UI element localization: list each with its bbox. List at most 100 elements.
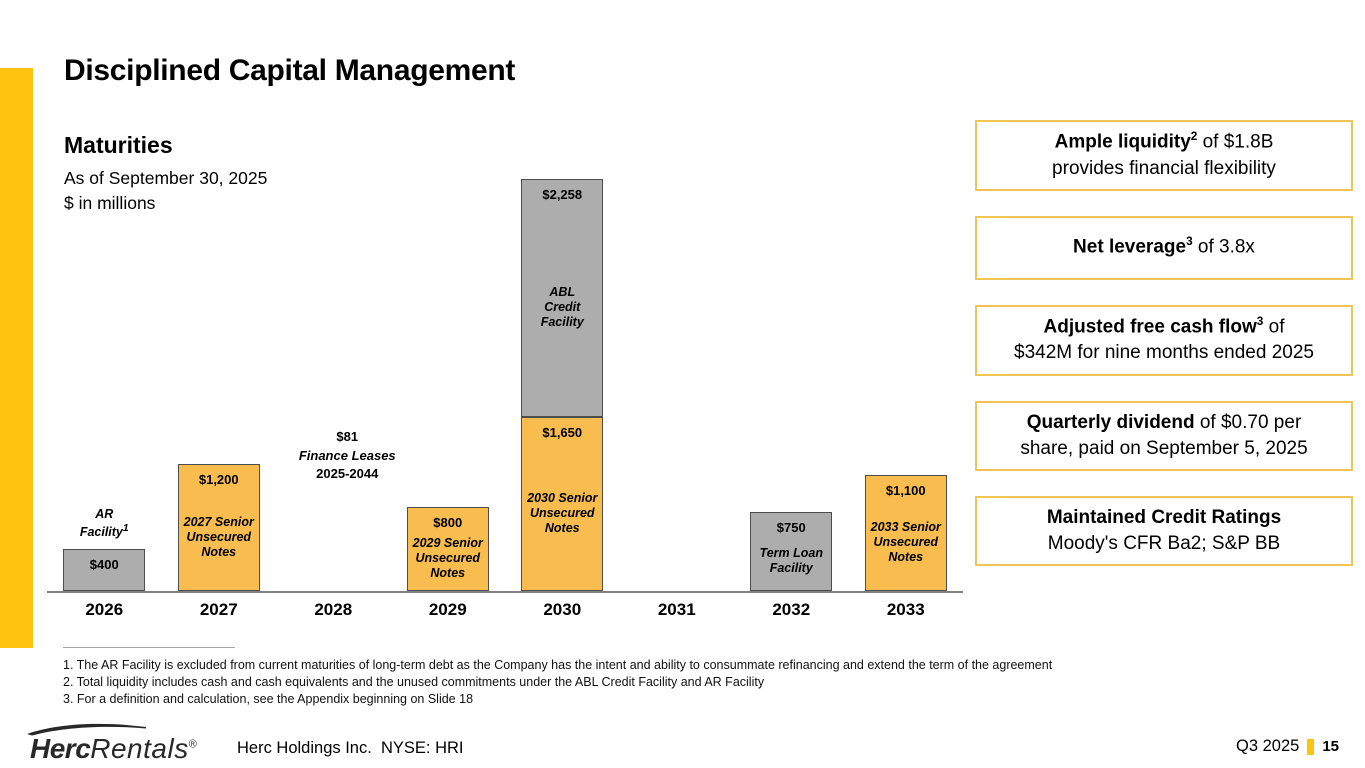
chart-column-2033: $1,100 2033 Senior Unsecured Notes bbox=[849, 178, 964, 591]
callout-text: Adjusted free cash flow3 of $342M for nin… bbox=[1014, 314, 1314, 367]
bar-name-label: Term Loan Facility bbox=[751, 535, 831, 590]
logo-text: HercRentals® bbox=[30, 733, 197, 765]
chart-title: Maturities bbox=[64, 132, 173, 158]
bar-name-line: Facility1 bbox=[79, 523, 129, 540]
bar-name-line: AR bbox=[95, 506, 114, 521]
year-label-2032: 2032 bbox=[772, 600, 811, 619]
callout-text: Maintained Credit Ratings Moody's CFR Ba2… bbox=[1047, 505, 1281, 557]
footnotes: 1. The AR Facility is excluded from curr… bbox=[63, 657, 1052, 707]
period-label: Q3 2025 bbox=[1236, 737, 1300, 755]
bar-name-label: 2029 Senior Unsecured Notes bbox=[408, 530, 488, 590]
page-number: 15 bbox=[1322, 738, 1339, 755]
bar-name-line: 2027 Senior bbox=[183, 514, 254, 529]
bar-name-line: 2029 Senior bbox=[412, 536, 483, 550]
callout-box-5: Maintained Credit Ratings Moody's CFR Ba2… bbox=[975, 495, 1353, 567]
bar-segment-2030: $2,258 ABL Credit Facility bbox=[521, 179, 604, 417]
callout-box-1: Ample liquidity2 of $1.8B provides financ… bbox=[975, 120, 1353, 191]
year-label-2030: 2030 bbox=[543, 600, 582, 619]
page-tick-icon bbox=[1307, 738, 1315, 755]
bar-name-line: 2033 Senior bbox=[870, 520, 941, 534]
callout-segment: Net leverage bbox=[1073, 236, 1187, 258]
year-label-2033: 2033 bbox=[886, 600, 925, 619]
bar-segment-2030: $1,650 2030 Senior Unsecured Notes bbox=[521, 417, 604, 591]
chart-as-of-date: As of September 30, 2025 bbox=[64, 168, 268, 188]
bar-value-label: $1,200 bbox=[198, 472, 239, 487]
footnote-divider bbox=[63, 647, 235, 648]
chart-column-2030: $1,650 2030 Senior Unsecured Notes $2,258 ABL… bbox=[505, 178, 620, 591]
bar-value-label: $1,100 bbox=[885, 483, 926, 498]
bar-2030: $1,650 2030 Senior Unsecured Notes $2,258 ABL… bbox=[521, 179, 604, 591]
callout-segment: of 3.8x bbox=[1192, 236, 1255, 258]
logo-rentals: Rentals bbox=[90, 733, 189, 764]
annotation-line: Finance Leases bbox=[298, 447, 396, 463]
bar-segment-2029: $800 2029 Senior Unsecured Notes bbox=[406, 507, 489, 591]
chart-years: 2026 2027 2028 2029 2030 2031 2032 2033 bbox=[47, 593, 963, 620]
bar-name-line: Unsecured bbox=[873, 535, 939, 549]
chart-column-2028: $81 Finance Leases 2025-2044 bbox=[276, 178, 396, 591]
chart-header: Maturities As of September 30, 2025 $ in… bbox=[64, 132, 267, 215]
bar-name-line: Facility bbox=[540, 315, 584, 329]
page-marker: Q3 2025 15 bbox=[1236, 737, 1339, 756]
year-label-2029: 2029 bbox=[428, 600, 467, 619]
bar-name-line: Term Loan bbox=[759, 546, 823, 560]
bar-label-above: AR Facility1 bbox=[49, 507, 159, 541]
callout-text: Ample liquidity2 of $1.8B provides financ… bbox=[1052, 129, 1276, 182]
bar-name-line: Notes bbox=[544, 521, 580, 535]
chart-units-label: $ in millions bbox=[64, 192, 156, 213]
bar-value-label: $750 bbox=[776, 520, 806, 535]
bar-name-label: ABL Credit Facility bbox=[522, 202, 602, 416]
callout-segment: provides financial flexibility bbox=[1052, 157, 1276, 179]
callout-box-3: Adjusted free cash flow3 of $342M for nin… bbox=[975, 304, 1353, 376]
year-label-2027: 2027 bbox=[199, 600, 238, 619]
bar-value-label: $800 bbox=[433, 515, 463, 530]
year-label-2026: 2026 bbox=[85, 600, 124, 619]
bar-segment-2032: $750 Term Loan Facility bbox=[750, 512, 833, 591]
bar-name-line: Unsecured bbox=[529, 506, 595, 520]
maturities-chart: AR Facility1 $400 $1,200 2027 Senior Unsecure… bbox=[47, 178, 963, 620]
bar-name-line: Unsecured bbox=[186, 529, 252, 544]
bar-segment-2033: $1,100 2033 Senior Unsecured Notes bbox=[864, 475, 947, 591]
callout-segment: Adjusted free cash flow bbox=[1043, 316, 1257, 338]
bar-name-line: Notes bbox=[888, 550, 924, 564]
footnote-superscript: 1 bbox=[122, 523, 129, 535]
callout-segment: of $1.8B bbox=[1197, 131, 1274, 153]
year-label-2028: 2028 bbox=[314, 600, 353, 619]
bar-name-line: 2030 Senior bbox=[527, 491, 598, 505]
bar-value-label: $1,650 bbox=[542, 425, 583, 440]
callout-segment: Quarterly dividend bbox=[1026, 411, 1195, 433]
annotation-line: 2025-2044 bbox=[316, 465, 379, 481]
bar-2027: $1,200 2027 Senior Unsecured Notes bbox=[177, 464, 260, 591]
company-line: Herc Holdings Inc. NYSE: HRI bbox=[237, 739, 464, 757]
bar-value-label: $2,258 bbox=[542, 187, 583, 202]
callout-segment: $342M for nine months ended 2025 bbox=[1014, 342, 1314, 364]
bar-name-label: 2033 Senior Unsecured Notes bbox=[866, 498, 946, 590]
callout-segment: of bbox=[1263, 316, 1285, 338]
bar-2033: $1,100 2033 Senior Unsecured Notes bbox=[864, 475, 947, 591]
callout-text: Quarterly dividend of $0.70 per share, pa… bbox=[1020, 410, 1307, 462]
footnote-3: 3. For a definition and calculation, see… bbox=[63, 691, 474, 706]
chart-column-2032: $750 Term Loan Facility bbox=[734, 178, 849, 591]
chart-column-2029: $800 2029 Senior Unsecured Notes bbox=[391, 178, 506, 591]
callout-segment: of $0.70 per bbox=[1194, 411, 1302, 433]
logo-swoosh-icon bbox=[27, 723, 146, 736]
logo-herc: Herc bbox=[30, 733, 91, 764]
bar-segment-2027: $1,200 2027 Senior Unsecured Notes bbox=[177, 464, 260, 591]
year-label-2031: 2031 bbox=[657, 600, 696, 619]
chart-column-2027: $1,200 2027 Senior Unsecured Notes bbox=[162, 178, 277, 591]
herc-rentals-logo: HercRentals® bbox=[24, 720, 214, 766]
bar-2026: $400 bbox=[63, 549, 146, 591]
callout-segment: share, paid on September 5, 2025 bbox=[1020, 437, 1308, 459]
finance-leases-annotation: $81 Finance Leases 2025-2044 bbox=[272, 428, 422, 483]
bar-name-label: 2030 Senior Unsecured Notes bbox=[522, 440, 602, 590]
bar-value-label: $400 bbox=[89, 557, 119, 572]
bar-name-line: Notes bbox=[201, 544, 237, 559]
bar-segment-2026: $400 bbox=[63, 549, 146, 591]
footnote-2: 2. Total liquidity includes cash and cas… bbox=[63, 674, 765, 689]
annotation-line: $81 bbox=[336, 429, 359, 445]
callout-segment: Maintained Credit Ratings bbox=[1046, 506, 1282, 528]
page-title: Disciplined Capital Management bbox=[64, 54, 516, 87]
footnote-1: 1. The AR Facility is excluded from curr… bbox=[63, 658, 1053, 672]
bar-name-line: Credit bbox=[544, 300, 581, 314]
callout-superscript: 3 bbox=[1186, 235, 1193, 249]
bar-2029: $800 2029 Senior Unsecured Notes bbox=[406, 507, 489, 591]
